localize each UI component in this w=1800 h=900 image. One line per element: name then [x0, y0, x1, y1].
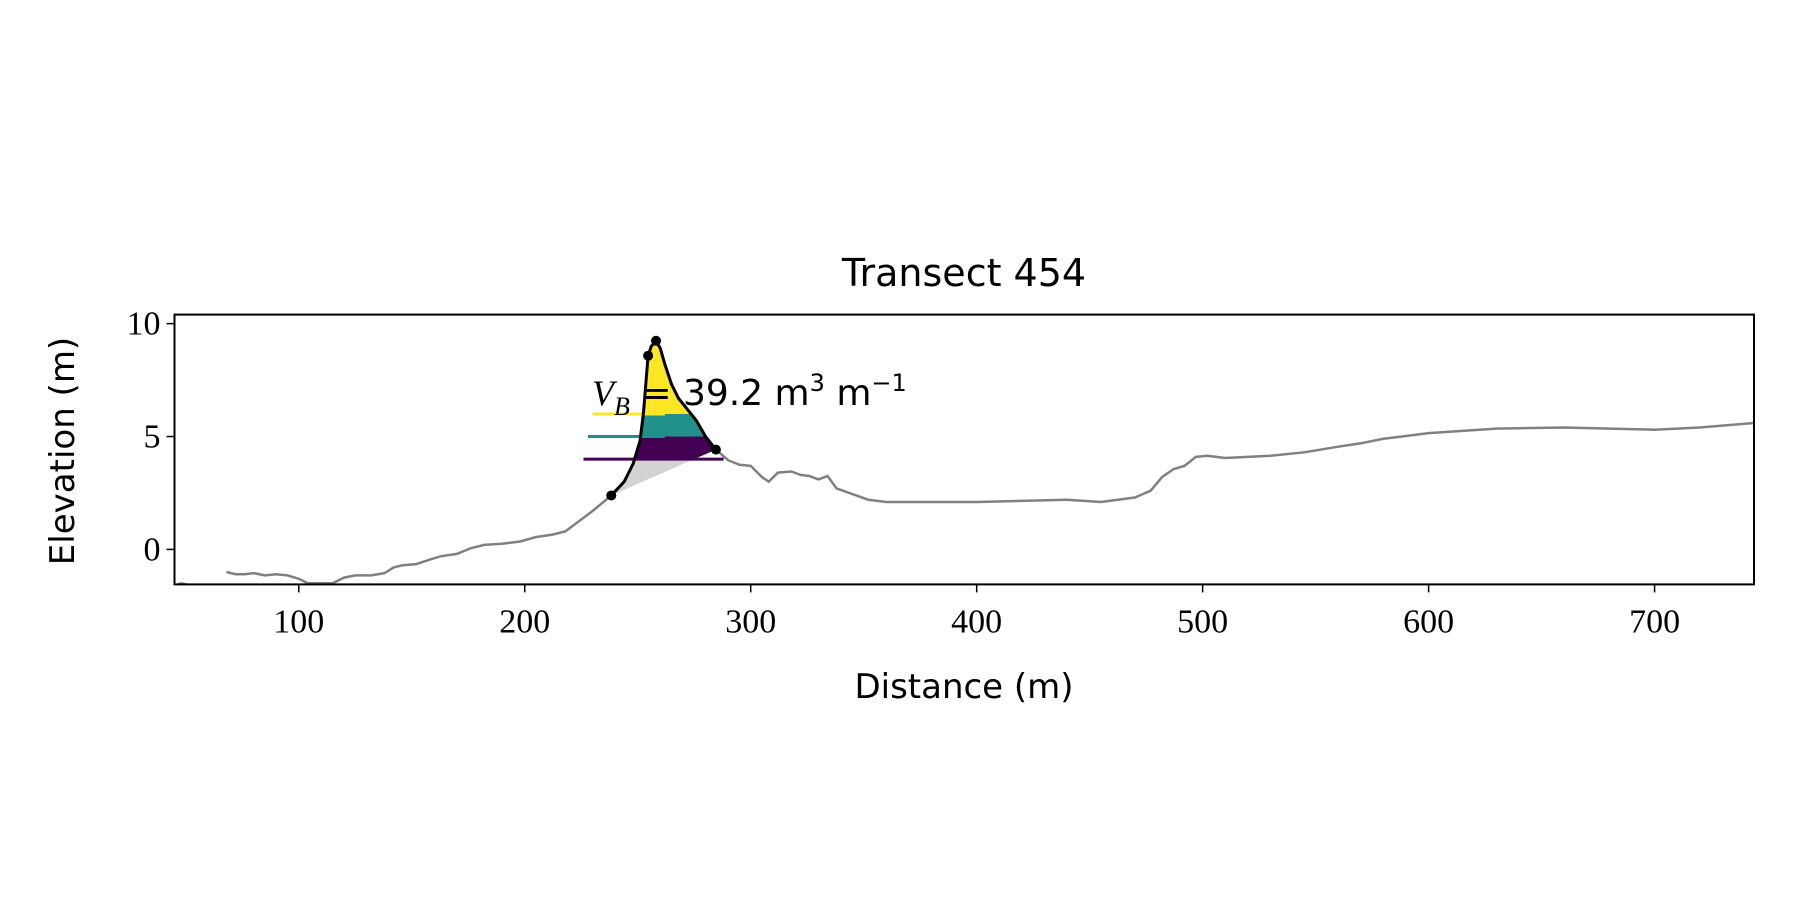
dune-point: [606, 490, 617, 501]
volume-band: [611, 413, 716, 437]
plot-area: [174, 335, 1754, 585]
y-tick-label: 0: [144, 531, 161, 568]
annotation-part: B: [614, 392, 630, 421]
x-tick-label: 500: [1177, 603, 1228, 640]
bands: [611, 340, 716, 460]
x-tick-label: 600: [1403, 603, 1454, 640]
y-tick-label: 10: [127, 306, 161, 343]
x-tick-label: 200: [499, 603, 550, 640]
x-tick-label: 700: [1629, 603, 1680, 640]
volume-band: [611, 340, 716, 414]
annotation-part: = 39.2 m: [630, 373, 810, 414]
x-axis-label: Distance (m): [854, 667, 1073, 707]
axes-frame: [173, 313, 1755, 586]
annotation-part: m: [825, 373, 872, 414]
x-tick-label: 300: [725, 603, 776, 640]
y-tick-label: 5: [144, 419, 161, 456]
dune-point: [710, 444, 721, 455]
volume-band: [611, 436, 716, 460]
annotation-part: −1: [871, 369, 906, 397]
y-axis-label: Elevation (m): [43, 337, 83, 565]
dune-point: [651, 335, 662, 346]
annotation-part: 3: [810, 369, 825, 397]
profile-line: [174, 338, 1754, 585]
dune-point: [643, 350, 654, 361]
x-tick-label: 400: [951, 603, 1002, 640]
annotation-part: V: [592, 373, 618, 413]
annotation: VB = 39.2 m3 m−1: [592, 369, 907, 421]
chart-title: Transect 454: [841, 251, 1086, 295]
x-tick-label: 100: [273, 603, 324, 640]
